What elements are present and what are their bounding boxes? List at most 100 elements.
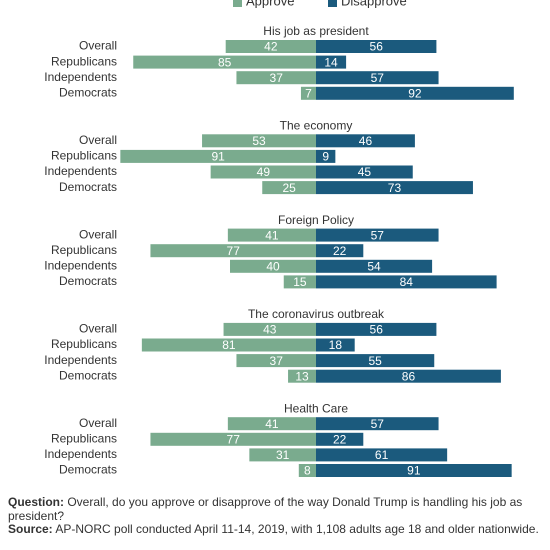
panel-title: The coronavirus outbreak xyxy=(248,307,385,321)
category-label: Republicans xyxy=(51,243,117,257)
bar xyxy=(300,86,316,100)
value-label: 45 xyxy=(358,165,372,179)
bar xyxy=(249,448,316,462)
value-label: 18 xyxy=(329,338,343,352)
bar xyxy=(316,354,435,368)
category-label: Overall xyxy=(79,227,117,241)
category-label: Republicans xyxy=(51,337,117,351)
category-label: Democrats xyxy=(59,368,117,382)
bar xyxy=(316,322,437,336)
bar xyxy=(316,181,473,195)
category-label: Overall xyxy=(79,322,117,336)
category-label: Democrats xyxy=(59,274,117,288)
bar xyxy=(133,55,316,69)
value-label: 57 xyxy=(371,228,385,242)
notes: Question: Overall, do you approve or dis… xyxy=(8,495,543,537)
panel-title: Foreign Policy xyxy=(278,213,354,227)
category-label: Overall xyxy=(79,416,117,430)
bar xyxy=(150,432,316,446)
bar xyxy=(283,275,316,289)
category-label: Democrats xyxy=(59,85,117,99)
category-label: Democrats xyxy=(59,463,117,477)
value-label: 77 xyxy=(227,432,241,446)
value-label: 14 xyxy=(324,55,338,69)
value-label: 86 xyxy=(402,369,416,383)
bar xyxy=(316,448,448,462)
value-label: 31 xyxy=(276,448,290,462)
bar xyxy=(316,55,347,69)
value-label: 43 xyxy=(263,323,277,337)
value-label: 13 xyxy=(295,369,309,383)
value-label: 37 xyxy=(270,354,284,368)
bar xyxy=(316,40,437,53)
category-label: Democrats xyxy=(59,180,117,194)
value-label: 25 xyxy=(282,181,296,195)
value-label: 77 xyxy=(227,244,241,258)
bar xyxy=(316,369,501,383)
value-label: 41 xyxy=(265,417,279,431)
value-label: 55 xyxy=(368,354,382,368)
bar xyxy=(230,259,316,273)
category-label: Independents xyxy=(44,164,117,178)
value-label: 57 xyxy=(371,71,385,85)
bar xyxy=(316,134,415,148)
bar xyxy=(316,432,364,446)
bar xyxy=(316,165,413,179)
bar xyxy=(316,86,514,100)
category-label: Independents xyxy=(44,70,117,84)
value-label: 53 xyxy=(252,134,266,148)
panel-title: Health Care xyxy=(284,401,348,415)
source-text: AP-NORC poll conducted April 11-14, 2019… xyxy=(55,522,539,536)
bar xyxy=(236,71,316,85)
value-label: 7 xyxy=(305,86,312,100)
bar xyxy=(223,322,316,336)
category-label: Overall xyxy=(79,39,117,53)
bar xyxy=(262,181,316,195)
category-label: Independents xyxy=(44,447,117,461)
value-label: 41 xyxy=(265,228,279,242)
bar xyxy=(316,259,433,273)
value-label: 56 xyxy=(370,40,384,54)
value-label: 91 xyxy=(407,464,421,478)
panel-title: The economy xyxy=(280,118,353,132)
bar xyxy=(120,149,316,163)
value-label: 73 xyxy=(388,181,402,195)
value-label: 22 xyxy=(333,244,347,258)
value-label: 85 xyxy=(218,55,232,69)
bar xyxy=(316,228,439,242)
bar xyxy=(316,71,439,85)
question-text: Overall, do you approve or disapprove of… xyxy=(8,495,523,523)
value-label: 8 xyxy=(304,464,311,478)
bar xyxy=(288,369,316,383)
bar xyxy=(316,275,497,289)
value-label: 61 xyxy=(375,448,389,462)
bar xyxy=(202,134,316,148)
question-label: Question: xyxy=(8,495,64,509)
bar xyxy=(210,165,316,179)
value-label: 54 xyxy=(367,259,381,273)
panel-title: His job as president xyxy=(263,24,369,38)
value-label: 49 xyxy=(257,165,271,179)
bar xyxy=(227,417,316,431)
chart: Approve Disapprove His job as president Ove… xyxy=(44,0,514,478)
value-label: 57 xyxy=(371,417,385,431)
legend-swatch xyxy=(233,0,242,7)
bar xyxy=(316,417,439,431)
value-label: 42 xyxy=(264,40,278,54)
category-label: Republicans xyxy=(51,431,117,445)
legend-label: Approve xyxy=(246,0,294,8)
bar xyxy=(316,149,336,163)
value-label: 22 xyxy=(333,432,347,446)
category-label: Republicans xyxy=(51,54,117,68)
value-label: 84 xyxy=(400,275,414,289)
legend-label: Disapprove xyxy=(341,0,407,8)
value-label: 9 xyxy=(322,150,329,164)
bar xyxy=(150,244,316,258)
bar xyxy=(141,338,316,352)
source-label: Source: xyxy=(8,522,53,536)
source: Source: AP-NORC poll conducted April 11-… xyxy=(8,522,543,537)
value-label: 40 xyxy=(266,259,280,273)
category-label: Republicans xyxy=(51,149,117,163)
bar xyxy=(298,464,316,477)
